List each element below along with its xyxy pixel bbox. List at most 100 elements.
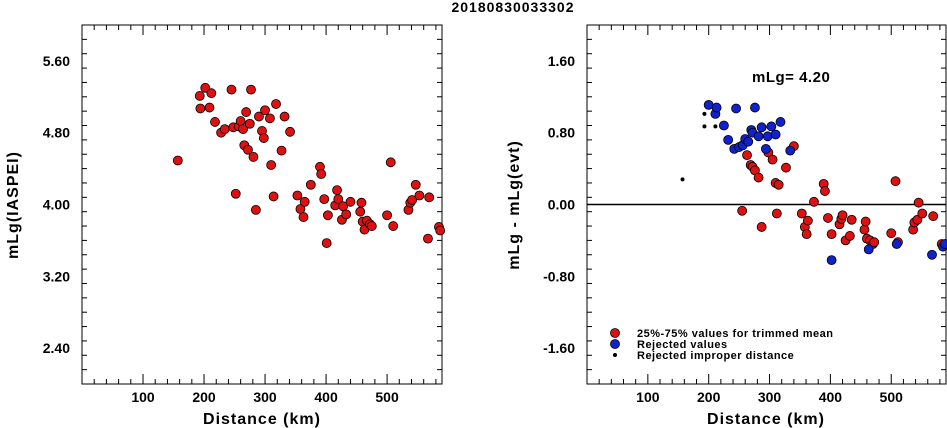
legend: 25%-75% values for trimmed mean Rejected…	[610, 328, 833, 362]
data-point	[305, 179, 316, 190]
data-point	[246, 84, 256, 95]
data-point	[355, 206, 366, 217]
data-point	[863, 244, 874, 255]
data-point	[711, 102, 722, 113]
tick-labels-right: 100 200 300 400 500 -1.60 -0.80 0.00 0.80 1.60	[543, 53, 903, 405]
y-tick-label: 4.00	[43, 197, 70, 213]
data-point	[268, 191, 279, 202]
data-point	[756, 222, 767, 232]
data-point	[200, 82, 211, 93]
data-point	[407, 195, 418, 205]
y-axis-label-right: mLg - mLg(evt)	[506, 140, 523, 270]
data-point	[195, 103, 206, 114]
data-point	[719, 120, 729, 131]
y-tick-label: 0.80	[548, 125, 575, 141]
data-point	[737, 205, 748, 216]
data-point	[254, 111, 264, 122]
legend-label-trimmed: 25%-75% values for trimmed mean	[637, 328, 833, 340]
data-point	[844, 231, 855, 241]
data-point	[770, 129, 781, 140]
legend-swatch-trimmed	[610, 328, 620, 338]
data-point	[713, 124, 718, 129]
data-point	[235, 116, 246, 126]
data-point	[382, 210, 392, 221]
data-point	[333, 194, 344, 205]
ticks-left	[82, 25, 442, 384]
data-point	[890, 176, 901, 187]
data-point	[753, 131, 764, 142]
data-point	[299, 196, 310, 207]
data-point	[332, 185, 342, 196]
data-point	[742, 150, 752, 161]
x-tick-label: 400	[819, 389, 843, 405]
y-tick-label: -1.60	[543, 340, 575, 356]
data-point	[796, 208, 807, 219]
data-point	[243, 144, 253, 155]
x-tick-label: 300	[758, 389, 782, 405]
y-tick-label: 2.40	[43, 340, 70, 356]
data-point	[226, 84, 237, 95]
data-point	[279, 111, 290, 122]
figure-title: 20180830033302	[451, 0, 574, 15]
y-tick-label: 0.00	[548, 197, 575, 213]
data-point	[319, 194, 330, 205]
data-point	[238, 124, 248, 135]
x-tick-label: 100	[131, 389, 155, 405]
data-point	[204, 102, 215, 113]
data-point	[388, 221, 399, 231]
legend-swatch-improper-distance	[613, 353, 617, 357]
data-point	[826, 255, 837, 266]
data-point	[767, 154, 778, 165]
ticks-right	[587, 25, 946, 384]
data-point	[410, 179, 421, 190]
data-point	[756, 122, 767, 133]
data-point	[859, 224, 870, 235]
data-point	[869, 237, 880, 248]
x-tick-label: 500	[375, 389, 399, 405]
data-point	[194, 91, 205, 101]
x-tick-label: 100	[636, 389, 660, 405]
data-point	[917, 208, 928, 219]
data-point	[753, 172, 764, 183]
data-point	[785, 145, 796, 156]
x-tick-label: 500	[880, 389, 904, 405]
legend-swatch-rejected	[610, 339, 620, 349]
data-point	[837, 210, 848, 221]
x-tick-label: 300	[253, 389, 277, 405]
data-point	[244, 118, 255, 129]
data-point	[219, 124, 230, 135]
data-point	[258, 133, 269, 143]
data-points-left	[172, 82, 446, 248]
data-point	[248, 152, 259, 162]
data-point	[750, 102, 760, 113]
data-point	[276, 145, 287, 156]
data-point	[292, 190, 303, 201]
data-point	[913, 197, 924, 208]
data-point	[321, 238, 332, 248]
data-point	[265, 113, 275, 124]
data-point	[846, 214, 857, 225]
data-point	[385, 157, 396, 168]
data-point	[820, 186, 830, 196]
data-point	[206, 88, 217, 99]
x-tick-label: 200	[697, 389, 721, 405]
data-point	[322, 210, 333, 221]
data-point	[424, 192, 435, 203]
data-point	[743, 136, 754, 147]
data-point	[826, 229, 837, 240]
data-point	[809, 196, 819, 207]
x-tick-label: 200	[192, 389, 216, 405]
tick-labels-left: 100 200 300 400 500 2.40 3.20 4.00 4.80 5.60	[43, 53, 399, 405]
data-point	[423, 233, 433, 244]
y-axis-label-left: mLg(IASPEI)	[5, 151, 22, 259]
data-point	[802, 215, 813, 226]
data-point	[702, 124, 707, 129]
data-point	[781, 162, 791, 173]
data-point	[285, 126, 295, 137]
y-tick-label: 4.80	[43, 125, 70, 141]
data-point	[680, 177, 685, 182]
data-point	[928, 211, 939, 222]
y-tick-label: 3.20	[43, 268, 70, 284]
data-point	[823, 213, 833, 223]
